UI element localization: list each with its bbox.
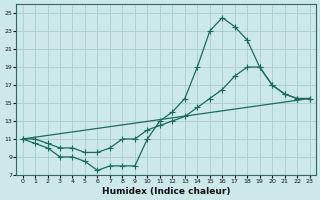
X-axis label: Humidex (Indice chaleur): Humidex (Indice chaleur) bbox=[102, 187, 230, 196]
